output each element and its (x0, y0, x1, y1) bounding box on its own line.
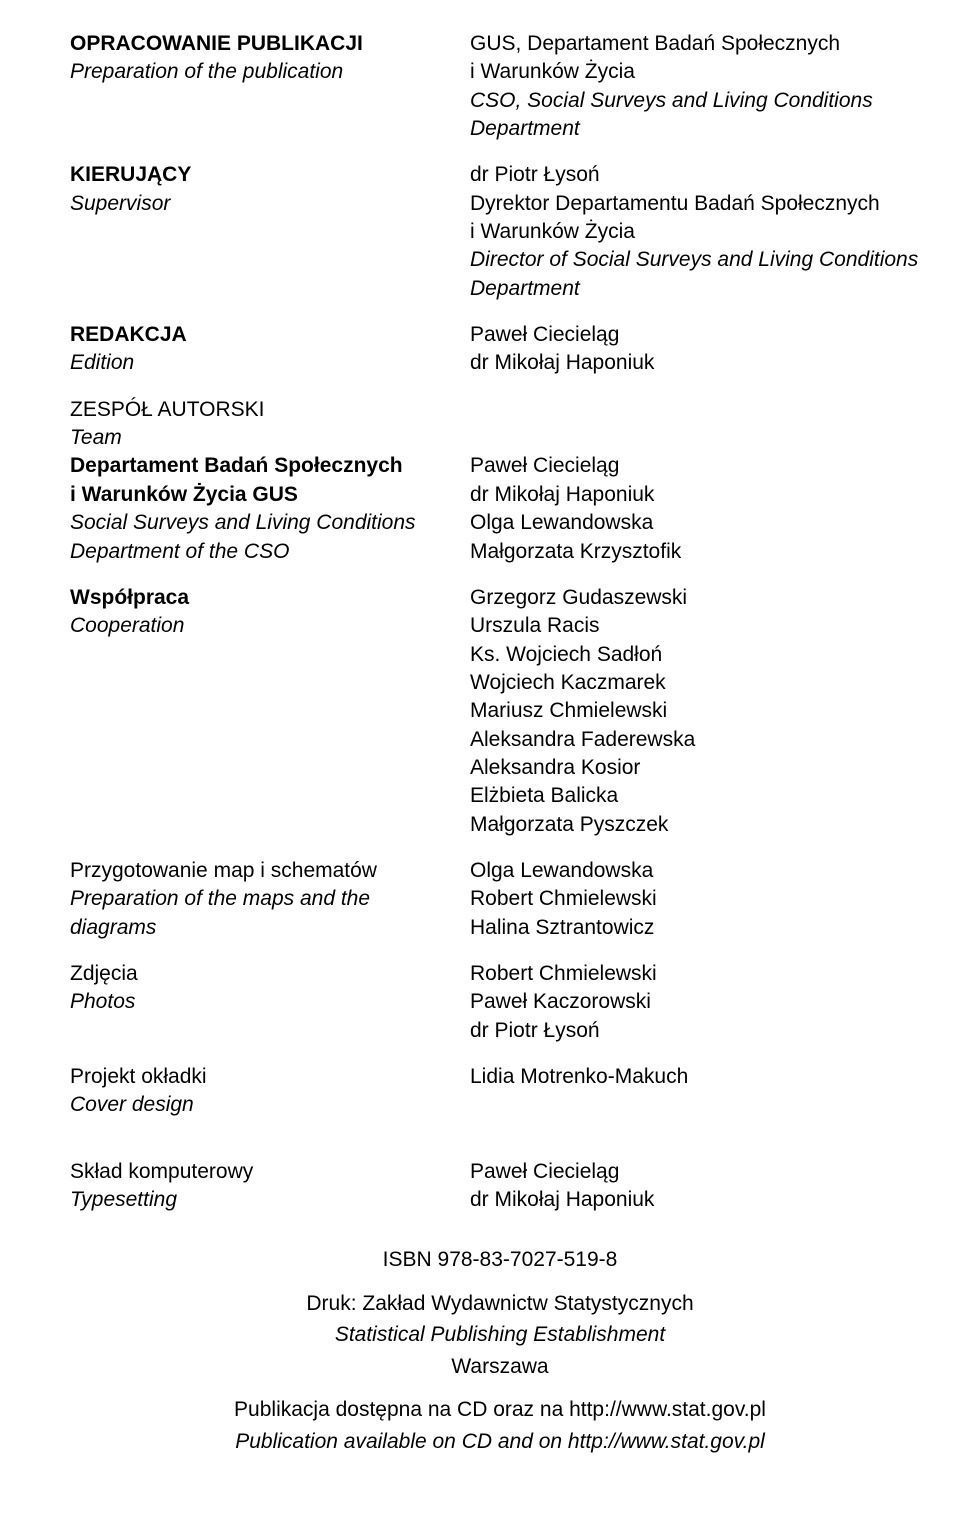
value: dr Mikołaj Haponiuk (470, 481, 930, 509)
label-italic: Supervisor (70, 190, 470, 218)
label-italic: Department of the CSO (70, 538, 470, 566)
right-col: Lidia Motrenko-Makuch (470, 1063, 930, 1120)
print-line-italic: Statistical Publishing Establishment (70, 1319, 930, 1351)
label-italic: diagrams (70, 914, 470, 942)
credits-row-cover: Projekt okładki Cover design Lidia Motre… (70, 1063, 930, 1120)
value: Grzegorz Gudaszewski (470, 584, 930, 612)
value: Mariusz Chmielewski (470, 697, 930, 725)
label-italic: Cooperation (70, 612, 470, 640)
value: Aleksandra Faderewska (470, 726, 930, 754)
right-col: Olga Lewandowska Robert Chmielewski Hali… (470, 857, 930, 942)
label: Skład komputerowy (70, 1158, 470, 1186)
label-italic: Team (70, 424, 470, 452)
value: Olga Lewandowska (470, 857, 930, 885)
label-italic: Cover design (70, 1091, 470, 1119)
left-col: Zdjęcia Photos (70, 960, 470, 1045)
left-col: Przygotowanie map i schematów Preparatio… (70, 857, 470, 942)
right-col: GUS, Departament Badań Społecznych i War… (470, 30, 930, 143)
value: Lidia Motrenko-Makuch (470, 1063, 930, 1091)
right-col: Grzegorz Gudaszewski Urszula Racis Ks. W… (470, 584, 930, 839)
label: Zdjęcia (70, 960, 470, 988)
label-italic: Typesetting (70, 1186, 470, 1214)
label-italic: Edition (70, 349, 470, 377)
value: Olga Lewandowska (470, 509, 930, 537)
value-italic: Department (470, 115, 930, 143)
left-col: ZESPÓŁ AUTORSKI Team Departament Badań S… (70, 396, 470, 566)
document-page: OPRACOWANIE PUBLIKACJI Preparation of th… (0, 0, 960, 1497)
credits-row-typesetting: Skład komputerowy Typesetting Paweł Ciec… (70, 1158, 930, 1215)
value: Robert Chmielewski (470, 960, 930, 988)
value: Paweł Ciecieląg (470, 452, 930, 480)
isbn-text: ISBN 978-83-7027-519-8 (70, 1244, 930, 1276)
left-col: KIERUJĄCY Supervisor (70, 161, 470, 303)
label-bold: KIERUJĄCY (70, 161, 470, 189)
credits-row-edition: REDAKCJA Edition Paweł Ciecieląg dr Miko… (70, 321, 930, 378)
value: dr Piotr Łysoń (470, 161, 930, 189)
label-bold: OPRACOWANIE PUBLIKACJI (70, 30, 470, 58)
credits-row-cooperation: Współpraca Cooperation Grzegorz Gudaszew… (70, 584, 930, 839)
value: Małgorzata Krzysztofik (470, 538, 930, 566)
value: Urszula Racis (470, 612, 930, 640)
value: i Warunków Życia (470, 58, 930, 86)
footer-block: ISBN 978-83-7027-519-8 Druk: Zakład Wyda… (70, 1244, 930, 1457)
print-city: Warszawa (70, 1351, 930, 1383)
right-col: dr Piotr Łysoń Dyrektor Departamentu Bad… (470, 161, 930, 303)
credits-row-team: ZESPÓŁ AUTORSKI Team Departament Badań S… (70, 396, 930, 566)
value-italic: Director of Social Surveys and Living Co… (470, 246, 930, 274)
value: Paweł Ciecieląg (470, 321, 930, 349)
value-italic: CSO, Social Surveys and Living Condition… (470, 87, 930, 115)
left-col: Projekt okładki Cover design (70, 1063, 470, 1120)
value-italic: Department (470, 275, 930, 303)
value: Elżbieta Balicka (470, 782, 930, 810)
label: ZESPÓŁ AUTORSKI (70, 396, 470, 424)
value: Ks. Wojciech Sadłoń (470, 641, 930, 669)
value: Wojciech Kaczmarek (470, 669, 930, 697)
label-bold: Współpraca (70, 584, 470, 612)
value: Paweł Kaczorowski (470, 988, 930, 1016)
credits-row-photos: Zdjęcia Photos Robert Chmielewski Paweł … (70, 960, 930, 1045)
label: Przygotowanie map i schematów (70, 857, 470, 885)
value: Aleksandra Kosior (470, 754, 930, 782)
value: dr Mikołaj Haponiuk (470, 1186, 930, 1214)
value: Małgorzata Pyszczek (470, 811, 930, 839)
value: Dyrektor Departamentu Badań Społecznych (470, 190, 930, 218)
value: dr Mikołaj Haponiuk (470, 349, 930, 377)
left-col: Skład komputerowy Typesetting (70, 1158, 470, 1215)
left-col: Współpraca Cooperation (70, 584, 470, 839)
right-col: Robert Chmielewski Paweł Kaczorowski dr … (470, 960, 930, 1045)
left-col: OPRACOWANIE PUBLIKACJI Preparation of th… (70, 30, 470, 143)
value: Robert Chmielewski (470, 885, 930, 913)
label: Projekt okładki (70, 1063, 470, 1091)
availability-en: Publication available on CD and on http:… (70, 1426, 930, 1458)
availability-pl: Publikacja dostępna na CD oraz na http:/… (70, 1394, 930, 1426)
left-col: REDAKCJA Edition (70, 321, 470, 378)
label-italic: Photos (70, 988, 470, 1016)
label-italic: Preparation of the publication (70, 58, 470, 86)
credits-row-publication: OPRACOWANIE PUBLIKACJI Preparation of th… (70, 30, 930, 143)
value: Halina Sztrantowicz (470, 914, 930, 942)
value: dr Piotr Łysoń (470, 1017, 930, 1045)
right-col: Paweł Ciecieląg dr Mikołaj Haponiuk Olga… (470, 396, 930, 566)
credits-row-supervisor: KIERUJĄCY Supervisor dr Piotr Łysoń Dyre… (70, 161, 930, 303)
credits-row-maps: Przygotowanie map i schematów Preparatio… (70, 857, 930, 942)
print-line: Druk: Zakład Wydawnictw Statystycznych (70, 1288, 930, 1320)
label-bold: Departament Badań Społecznych (70, 452, 470, 480)
label-bold: REDAKCJA (70, 321, 470, 349)
value: GUS, Departament Badań Społecznych (470, 30, 930, 58)
value: i Warunków Życia (470, 218, 930, 246)
value: Paweł Ciecieląg (470, 1158, 930, 1186)
right-col: Paweł Ciecieląg dr Mikołaj Haponiuk (470, 321, 930, 378)
label-italic: Preparation of the maps and the (70, 885, 470, 913)
label-italic: Social Surveys and Living Conditions (70, 509, 470, 537)
label-bold: i Warunków Życia GUS (70, 481, 470, 509)
right-col: Paweł Ciecieląg dr Mikołaj Haponiuk (470, 1158, 930, 1215)
